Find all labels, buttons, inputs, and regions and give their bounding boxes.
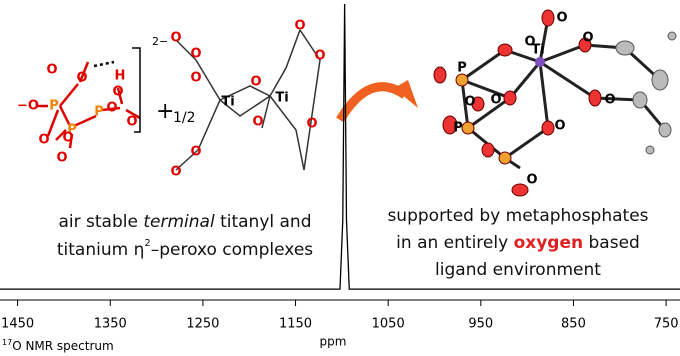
atom-label: O xyxy=(582,31,593,46)
x-tick-label: 950 xyxy=(468,317,493,332)
x-tick-label: 1150 xyxy=(279,317,312,332)
text: titanyl and xyxy=(215,212,312,232)
atom-label: O xyxy=(464,95,475,110)
atom-label: O xyxy=(62,131,73,146)
atom-label: P xyxy=(49,99,59,114)
atom-label: Ti xyxy=(275,91,288,106)
atom-label: O xyxy=(126,115,137,130)
text: in an entirely xyxy=(396,233,513,253)
atom-label: O xyxy=(76,71,87,86)
text: –peroxo complexes xyxy=(151,240,314,260)
text: terminal xyxy=(143,212,215,232)
atom-label: Ti xyxy=(221,95,234,110)
atom-label: H xyxy=(115,69,126,84)
text: oxygen xyxy=(514,233,584,253)
right-caption-line: supported by metaphosphates xyxy=(387,206,648,226)
atom-label: P xyxy=(457,61,467,76)
atom-label: O xyxy=(38,133,49,148)
x-tick-label: 1050 xyxy=(372,317,405,332)
charge: 2− xyxy=(152,35,168,48)
text: O NMR spectrum xyxy=(12,339,114,353)
left-caption-line: titanium η2–peroxo complexes xyxy=(57,238,313,260)
x-tick-label: 1350 xyxy=(94,317,127,332)
atom-label: O xyxy=(112,85,123,100)
arrow xyxy=(340,87,405,120)
text: based xyxy=(583,233,640,253)
atom-label: O xyxy=(190,145,201,160)
fraction: 1/2 xyxy=(173,110,196,126)
atom-label: O xyxy=(490,93,501,108)
atom-label: P xyxy=(94,105,104,120)
atom-label: P xyxy=(453,121,463,136)
atom-label: O xyxy=(106,101,117,116)
x-tick-label: 1450 xyxy=(1,317,34,332)
atom-label: O xyxy=(250,75,261,90)
atom-label: O xyxy=(190,71,201,86)
x-tick-label: 750 xyxy=(654,317,679,332)
atom-label: O xyxy=(306,117,317,132)
graphical-abstract: air stable terminal titanyl and titanium… xyxy=(0,0,680,356)
atom-label: O xyxy=(56,151,67,166)
atom-label: O xyxy=(190,47,201,62)
atom-label: −O xyxy=(17,99,39,114)
atom-label: O xyxy=(46,63,57,78)
spectrum-label: 17O NMR spectrum xyxy=(2,338,114,353)
atom-label: O xyxy=(252,115,263,130)
atom-label: O xyxy=(314,49,325,64)
text: 17 xyxy=(2,338,12,347)
plus: + xyxy=(156,99,174,124)
text: air stable xyxy=(59,212,144,232)
atom-label: O xyxy=(170,31,181,46)
text: titanium η xyxy=(57,240,144,260)
x-axis-label: ppm xyxy=(320,335,347,349)
atom-label: O xyxy=(556,11,567,26)
atom-label: O xyxy=(526,173,537,188)
atom-label: O xyxy=(604,93,615,108)
x-tick-label: 1250 xyxy=(186,317,219,332)
atom-label: O xyxy=(554,119,565,134)
left-caption-line: air stable terminal titanyl and xyxy=(59,212,312,232)
atom-label: O xyxy=(524,35,535,50)
atom-label: O xyxy=(294,19,305,34)
atom-label: O xyxy=(170,165,181,180)
x-tick-label: 850 xyxy=(561,317,586,332)
right-caption-line: ligand environment xyxy=(435,260,601,280)
right-caption-line: in an entirely oxygen based xyxy=(396,233,640,253)
